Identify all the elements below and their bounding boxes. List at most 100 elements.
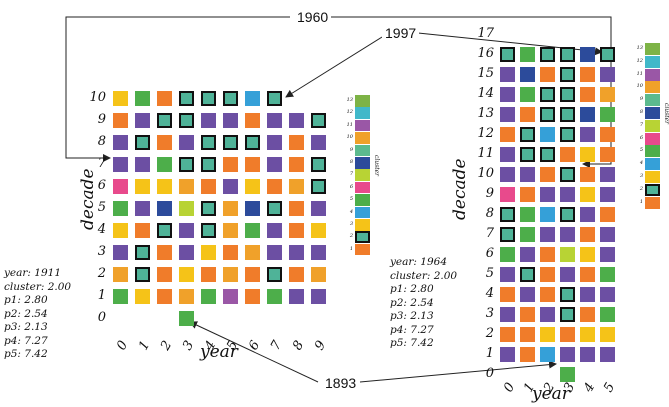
row-label: 15 <box>477 66 494 81</box>
right-info-line: p3: 2.13 <box>390 310 434 322</box>
legend-label: 9 <box>349 146 353 153</box>
grid-cell <box>113 157 128 172</box>
grid-cell <box>289 289 304 304</box>
legend-swatch <box>645 183 660 196</box>
legend-swatch <box>645 158 660 171</box>
grid-cell <box>580 87 595 102</box>
grid-cell <box>179 245 194 260</box>
grid-cell <box>135 245 150 260</box>
legend-label: 5 <box>349 196 353 203</box>
grid-cell <box>500 347 515 362</box>
connector-1997-left <box>285 36 383 98</box>
row-label: 13 <box>477 106 494 121</box>
grid-cell <box>201 135 216 150</box>
grid-cell <box>580 227 595 242</box>
grid-cell <box>289 157 304 172</box>
legend-swatch <box>645 132 660 145</box>
grid-cell <box>223 201 238 216</box>
grid-cell <box>135 179 150 194</box>
legend-label: 5 <box>639 147 643 154</box>
grid-cell <box>113 267 128 282</box>
callout-1960: 1960 <box>294 9 332 25</box>
grid-cell <box>179 267 194 282</box>
legend-label: 12 <box>346 109 353 116</box>
callout-1893: 1893 <box>322 375 360 391</box>
grid-cell <box>201 289 216 304</box>
row-label: 11 <box>477 146 494 161</box>
grid-cell <box>500 67 515 82</box>
legend-label: 3 <box>639 173 643 179</box>
grid-cell <box>201 91 216 106</box>
grid-cell <box>157 179 172 194</box>
grid-cell <box>500 167 515 182</box>
grid-cell <box>540 167 555 182</box>
grid-cell <box>520 67 535 82</box>
row-label: 16 <box>477 46 494 61</box>
grid-cell <box>520 287 535 302</box>
grid-cell <box>201 245 216 260</box>
legend-label: 7 <box>349 171 353 178</box>
grid-cell <box>267 157 282 172</box>
legend-label: 6 <box>639 134 643 141</box>
legend-swatch <box>355 206 370 219</box>
row-label: 1 <box>97 288 106 303</box>
grid-cell <box>113 245 128 260</box>
legend-label: 9 <box>639 96 643 103</box>
row-label: 9 <box>97 112 106 127</box>
row-label: 5 <box>97 200 106 215</box>
grid-cell <box>600 247 615 262</box>
right-info-panel: year: 1964 cluster: 2.00 p1: 2.80 p2: 2.… <box>390 256 457 351</box>
grid-cell <box>540 187 555 202</box>
row-label: 2 <box>485 326 494 341</box>
right-info-line: year: 1964 <box>390 256 448 268</box>
axis-label-year: year <box>200 342 238 362</box>
right-info-line: p5: 7.42 <box>390 337 434 349</box>
grid-cell <box>540 87 555 102</box>
grid-cell <box>520 207 535 222</box>
grid-cell <box>600 347 615 362</box>
grid-cell <box>289 113 304 128</box>
grid-cell <box>560 287 575 302</box>
legend-title: cluster <box>663 103 669 125</box>
legend-swatch <box>355 107 370 119</box>
grid-cell <box>520 127 535 142</box>
left-info-line: p4: 7.27 <box>4 334 48 347</box>
row-label: 5 <box>485 266 494 281</box>
grid-cell <box>135 201 150 216</box>
grid-cell <box>520 167 535 182</box>
grid-cell <box>223 267 238 282</box>
grid-cell <box>600 327 615 342</box>
grid-cell <box>600 187 615 202</box>
grid-cell <box>201 267 216 282</box>
grid-cell <box>267 201 282 216</box>
row-label: 14 <box>477 86 494 101</box>
grid-cell <box>135 289 150 304</box>
grid-cell <box>179 311 194 326</box>
row-label: 7 <box>97 156 106 171</box>
grid-cell <box>113 179 128 194</box>
grid-cell <box>520 247 535 262</box>
grid-cell <box>245 179 260 194</box>
row-label: 6 <box>485 246 494 261</box>
left-info-line: cluster: 2.00 <box>4 280 72 293</box>
grid-cell <box>540 107 555 122</box>
grid-cell <box>201 179 216 194</box>
legend-swatch <box>355 169 370 181</box>
grid-cell <box>245 223 260 238</box>
legend-label: 6 <box>349 183 353 190</box>
grid-cell <box>560 347 575 362</box>
legend-label: 7 <box>639 121 643 128</box>
grid-cell <box>245 113 260 128</box>
grid-cell <box>560 147 575 162</box>
grid-cell <box>500 287 515 302</box>
legend-swatch <box>355 181 370 194</box>
legend-swatch <box>645 43 660 55</box>
grid-cell <box>600 307 615 322</box>
legend-swatch <box>645 81 660 94</box>
legend-label: 2 <box>349 233 353 240</box>
grid-cell <box>520 227 535 242</box>
grid-cell <box>179 223 194 238</box>
grid-cell <box>157 245 172 260</box>
grid-cell <box>560 127 575 142</box>
grid-cell <box>580 67 595 82</box>
